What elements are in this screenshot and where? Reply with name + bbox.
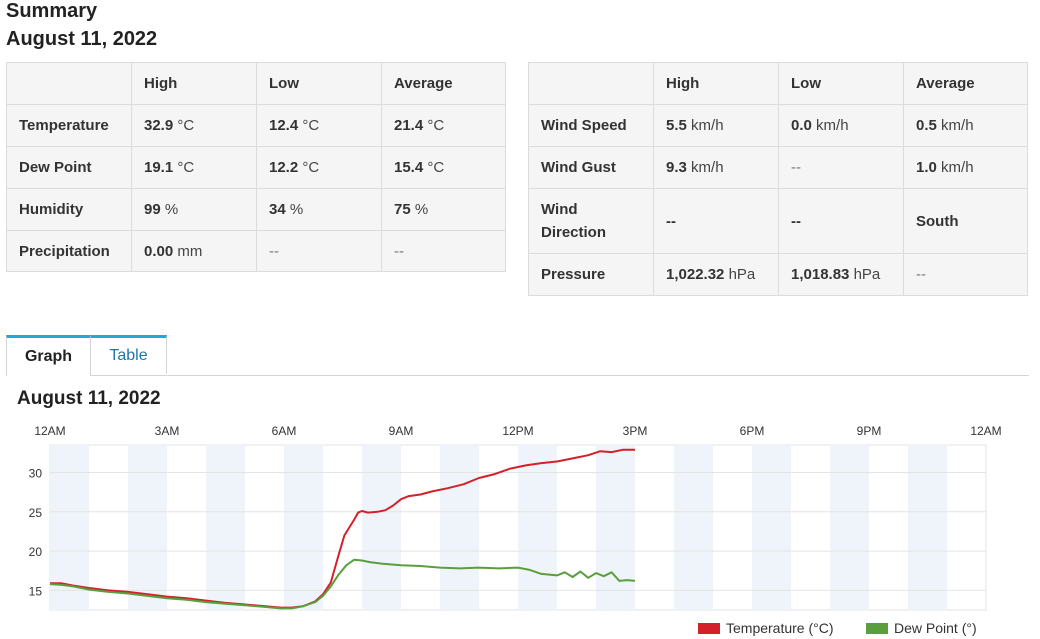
legend-label-temperature: Temperature (°C) xyxy=(726,620,834,636)
hour-band xyxy=(206,445,245,610)
column-header-low: Low xyxy=(256,62,382,105)
y-tick-label: 15 xyxy=(29,584,43,598)
row-label-precipitation: Precipitation xyxy=(6,230,132,272)
pressure-average: -- xyxy=(903,253,1028,296)
summary-title: Summary xyxy=(6,0,98,22)
series-line-dew-point xyxy=(49,558,636,610)
tab-graph[interactable]: Graph xyxy=(6,335,91,376)
hour-band xyxy=(830,445,869,610)
wind-direction-low: -- xyxy=(778,188,904,254)
hour-band xyxy=(596,445,635,610)
legend-dew-point[interactable]: Dew Point (°) xyxy=(866,620,977,636)
wind-gust-high: 9.3 km/h xyxy=(653,146,779,189)
row-label-humidity: Humidity xyxy=(6,188,132,231)
summary-date: August 11, 2022 xyxy=(6,28,158,50)
table-row: Pressure 1,022.32 hPa 1,018.83 hPa -- xyxy=(528,253,1028,296)
temperature-low: 12.4 °C xyxy=(256,104,382,147)
column-header-high: High xyxy=(131,62,257,105)
dew-point-low: 12.2 °C xyxy=(256,146,382,189)
y-tick-label: 25 xyxy=(29,506,43,520)
x-tick-label: 6AM xyxy=(272,424,297,438)
tab-table[interactable]: Table xyxy=(90,335,167,374)
hour-band xyxy=(752,445,791,610)
view-tabs: Graph Table xyxy=(6,335,1029,376)
humidity-high: 99 % xyxy=(131,188,257,231)
wind-gust-low: -- xyxy=(778,146,904,189)
row-label-wind-speed: Wind Speed xyxy=(528,104,654,147)
chart-title: August 11, 2022 xyxy=(17,388,161,409)
wind-gust-average: 1.0 km/h xyxy=(903,146,1028,189)
table-header-row: High Low Average xyxy=(6,62,506,105)
dew-point-average: 15.4 °C xyxy=(381,146,506,189)
x-tick-label: 6PM xyxy=(740,424,765,438)
wind-speed-high: 5.5 km/h xyxy=(653,104,779,147)
pressure-low: 1,018.83 hPa xyxy=(778,253,904,296)
wind-speed-low: 0.0 km/h xyxy=(778,104,904,147)
table-row: Humidity 99 % 34 % 75 % xyxy=(6,188,506,231)
table-header-row: High Low Average xyxy=(528,62,1028,105)
legend-temperature[interactable]: Temperature (°C) xyxy=(698,620,834,636)
legend-swatch-dew-point xyxy=(866,622,888,634)
hour-band xyxy=(908,445,947,610)
table-row: Wind Direction -- -- South xyxy=(528,188,1028,254)
humidity-average: 75 % xyxy=(381,188,506,231)
hour-band xyxy=(362,445,401,610)
dew-point-high: 19.1 °C xyxy=(131,146,257,189)
temperature-high: 32.9 °C xyxy=(131,104,257,147)
pressure-high: 1,022.32 hPa xyxy=(653,253,779,296)
table-row: Precipitation 0.00 mm -- -- xyxy=(6,230,506,272)
column-header-high: High xyxy=(653,62,779,105)
row-label-dew-point: Dew Point xyxy=(6,146,132,189)
x-tick-label: 12AM xyxy=(970,424,1001,438)
x-tick-label: 9PM xyxy=(857,424,882,438)
legend-swatch-temperature xyxy=(698,622,720,634)
row-label-wind-gust: Wind Gust xyxy=(528,146,654,189)
temperature-dewpoint-chart: 15 20 25 30 12AM 3AM 6AM 9AM 12PM 3PM 6PM 9PM 12AM xyxy=(29,424,1002,611)
humidity-low: 34 % xyxy=(256,188,382,231)
x-tick-label: 3AM xyxy=(155,424,180,438)
wind-direction-average: South xyxy=(903,188,1028,254)
precipitation-low: -- xyxy=(256,230,382,272)
x-tick-label: 3PM xyxy=(623,424,648,438)
column-header-empty xyxy=(528,62,654,105)
table-row: Temperature 32.9 °C 12.4 °C 21.4 °C xyxy=(6,104,506,147)
hour-band xyxy=(518,445,557,610)
x-tick-label: 9AM xyxy=(389,424,414,438)
row-label-wind-direction: Wind Direction xyxy=(528,188,654,254)
summary-table-conditions: High Low Average Temperature 32.9 °C 12.… xyxy=(6,62,506,272)
series-line-temperature xyxy=(50,448,635,609)
table-row: Dew Point 19.1 °C 12.2 °C 15.4 °C xyxy=(6,146,506,189)
table-row: Wind Gust 9.3 km/h -- 1.0 km/h xyxy=(528,146,1028,189)
temperature-average: 21.4 °C xyxy=(381,104,506,147)
hour-band xyxy=(674,445,713,610)
precipitation-average: -- xyxy=(381,230,506,272)
column-header-empty xyxy=(6,62,132,105)
precipitation-high: 0.00 mm xyxy=(131,230,257,272)
hour-band xyxy=(128,445,167,610)
y-tick-label: 30 xyxy=(29,467,43,481)
row-label-temperature: Temperature xyxy=(6,104,132,147)
hour-band xyxy=(440,445,479,610)
wind-direction-high: -- xyxy=(653,188,779,254)
table-row: Wind Speed 5.5 km/h 0.0 km/h 0.5 km/h xyxy=(528,104,1028,147)
column-header-low: Low xyxy=(778,62,904,105)
x-tick-label: 12PM xyxy=(502,424,533,438)
summary-table-wind-pressure: High Low Average Wind Speed 5.5 km/h 0.0… xyxy=(528,62,1028,296)
hour-band xyxy=(284,445,323,610)
y-tick-label: 20 xyxy=(29,545,43,559)
column-header-average: Average xyxy=(903,62,1028,105)
x-tick-label: 12AM xyxy=(34,424,65,438)
wind-speed-average: 0.5 km/h xyxy=(903,104,1028,147)
legend-label-dew-point: Dew Point (°) xyxy=(894,620,977,636)
column-header-average: Average xyxy=(381,62,506,105)
row-label-pressure: Pressure xyxy=(528,253,654,296)
